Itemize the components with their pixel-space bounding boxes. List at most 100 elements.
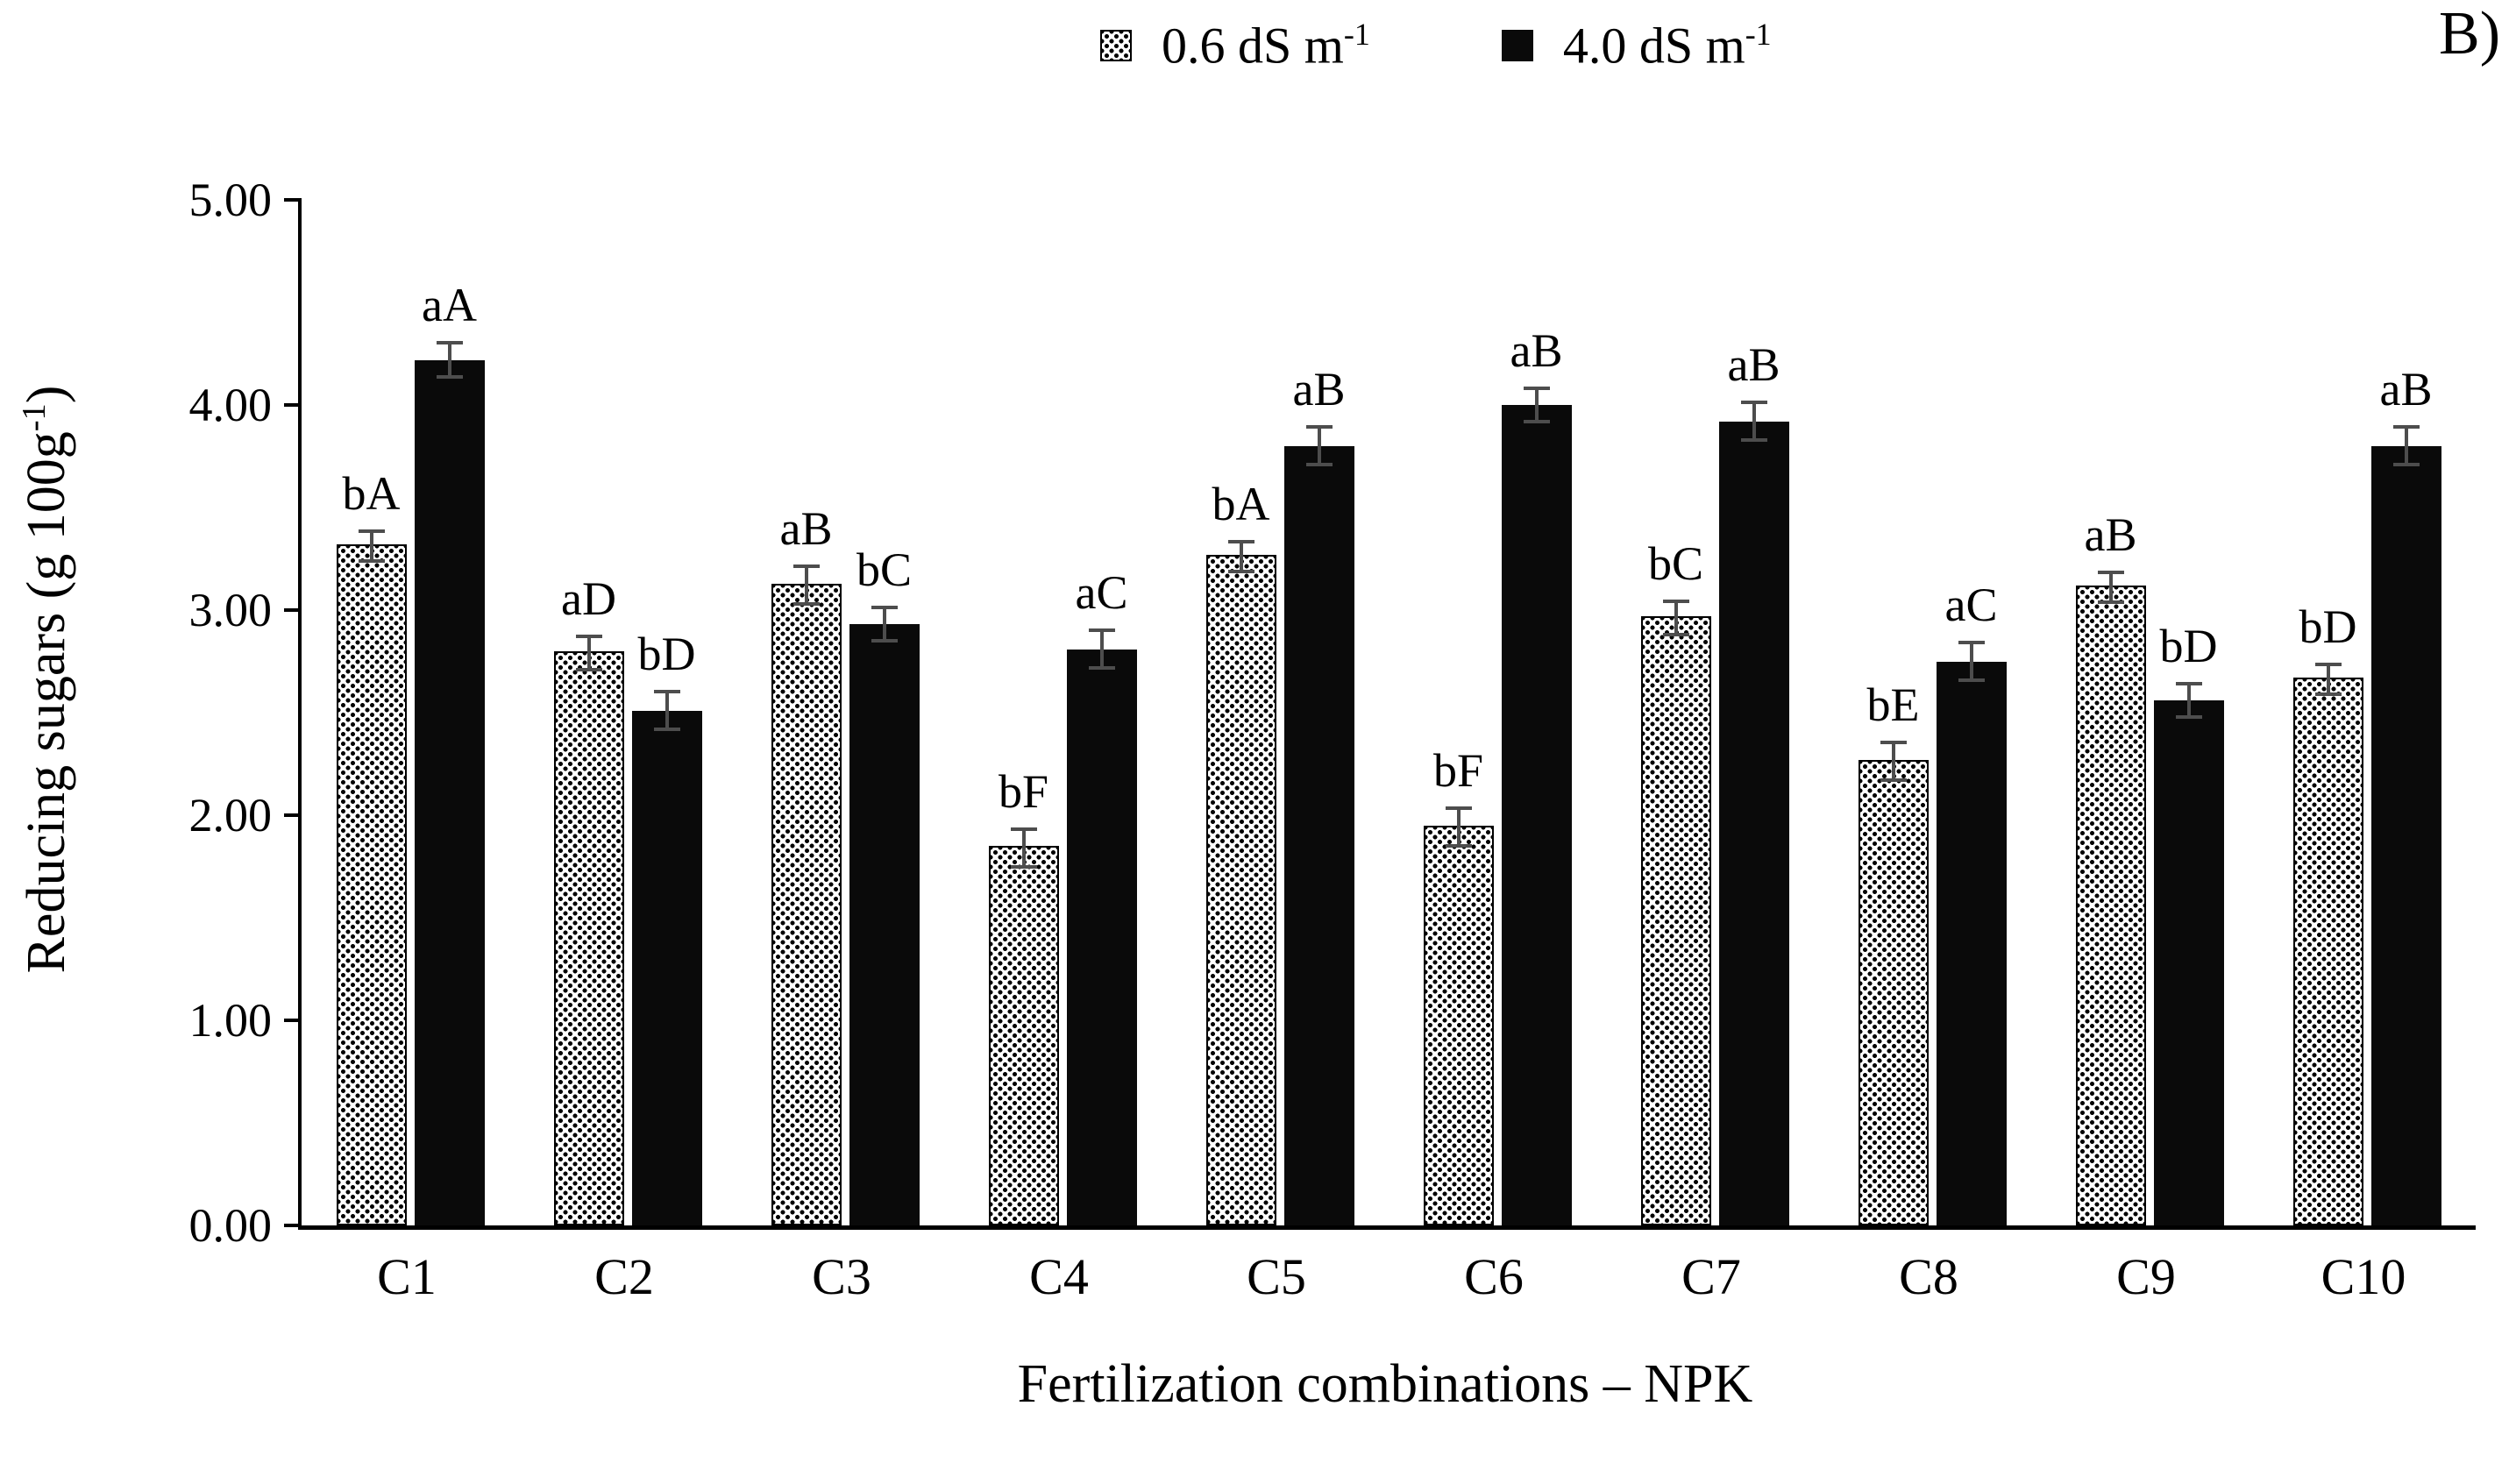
bar-group-c3: aB bC <box>736 505 954 1225</box>
legend-item-0-6: 0.6 dS m-1 <box>1100 18 1370 71</box>
bar-annotation: aB <box>1292 363 1346 416</box>
error-bar-line <box>447 341 451 379</box>
bar-solid-c2: bD <box>631 630 702 1225</box>
x-axis-title: Fertilization combinations – NPK <box>1017 1354 1753 1414</box>
error-bar-line <box>1456 806 1461 849</box>
error-bar-cap-top <box>1305 425 1333 430</box>
bar-pattern-c4: bF <box>988 768 1059 1225</box>
error-bar-line <box>804 564 808 607</box>
bar-solid-c3: bC <box>849 546 920 1225</box>
error-bar-line <box>369 529 373 563</box>
error-bar-cap-bottom <box>1880 778 1907 783</box>
bar-annotation: bF <box>998 764 1049 818</box>
y-tick-label: 3.00 <box>188 584 273 636</box>
error-bar-cap-bottom <box>653 728 680 732</box>
error-bar-line <box>1969 641 1973 682</box>
error-bar <box>1305 425 1333 467</box>
bar-solid-c4: aC <box>1066 569 1137 1225</box>
bar-group-c5: bA aB <box>1171 366 1389 1225</box>
error-bar-line <box>1317 425 1321 467</box>
error-bar-line <box>2326 663 2330 696</box>
error-bar-cap-top <box>2314 663 2342 667</box>
error-bar-cap-top <box>1740 401 1767 405</box>
bar-pattern-c9: aB <box>2075 511 2146 1225</box>
error-bar <box>792 564 820 607</box>
bar-pattern-c10: bD <box>2292 603 2363 1225</box>
error-bar <box>575 634 602 671</box>
error-bar-line <box>1099 628 1104 670</box>
chart-legend: 0.6 dS m-1 4.0 dS m-1 <box>1100 17 1772 75</box>
legend-swatch-pattern-icon <box>1100 29 1132 61</box>
error-bar <box>1880 741 1907 783</box>
bar-annotation: aB <box>2379 363 2433 416</box>
x-category-label-c3: C3 <box>812 1248 871 1305</box>
bar-annotation: aC <box>1944 579 1998 632</box>
bar-solid-c9: bD <box>2153 622 2224 1225</box>
error-bar-cap-top <box>1010 827 1037 831</box>
bar-pattern-c1: bA <box>336 470 407 1225</box>
error-bar-cap-bottom <box>2175 715 2202 720</box>
error-bar-line <box>1752 401 1756 443</box>
error-bar <box>2097 571 2124 604</box>
legend-swatch-solid-icon <box>1501 29 1533 61</box>
error-bar <box>2392 425 2420 467</box>
bar-group-c1: bA aA <box>302 281 519 1225</box>
error-bar <box>653 690 680 732</box>
error-bar-cap-top <box>436 341 463 345</box>
error-bar-cap-bottom <box>1227 569 1254 573</box>
error-bar-line <box>1021 827 1026 869</box>
error-bar-cap-top <box>358 529 385 534</box>
error-bar-line <box>2404 425 2408 467</box>
bar-group-c2: aD bD <box>519 575 736 1225</box>
bar-annotation: bD <box>637 628 696 681</box>
error-bar <box>358 529 385 563</box>
bar-pattern-c7: bC <box>1640 540 1711 1225</box>
bar-annotation: bD <box>2299 600 2357 654</box>
error-bar <box>1010 827 1037 869</box>
error-bar-line <box>665 690 669 732</box>
error-bar <box>436 341 463 379</box>
bar-solid-c7: aB <box>1718 341 1789 1225</box>
error-bar <box>1740 401 1767 443</box>
x-category-label-c7: C7 <box>1681 1248 1741 1305</box>
error-bar <box>1445 806 1472 849</box>
error-bar-line <box>882 606 886 643</box>
error-bar <box>1958 641 1985 682</box>
bar-annotation: aB <box>779 502 833 556</box>
legend-label: 4.0 dS m-1 <box>1562 17 1772 75</box>
bar-solid-c8: aC <box>1936 581 2007 1225</box>
y-tick-label: 1.00 <box>188 994 273 1047</box>
y-tick-mark <box>284 608 302 612</box>
y-tick-mark <box>284 403 302 407</box>
bar-group-c4: bF aC <box>954 569 1171 1225</box>
bar-annotation: bC <box>856 543 913 597</box>
bar-solid-c5: aB <box>1283 366 1354 1225</box>
x-axis-category-labels: C1 C2 C3 C4 C5 C6 C7 C8 C9 C10 <box>298 1252 2472 1303</box>
error-bar-line <box>586 634 591 671</box>
y-tick-label: 2.00 <box>188 789 273 841</box>
error-bar-cap-bottom <box>1662 633 1689 637</box>
error-bar-cap-top <box>1523 386 1550 390</box>
y-tick-label: 4.00 <box>188 379 273 431</box>
bar-pattern-c6: bF <box>1423 747 1494 1225</box>
y-tick-label: 0.00 <box>188 1199 273 1252</box>
x-category-label-c8: C8 <box>1899 1248 1958 1305</box>
error-bar-cap-top <box>1227 540 1254 544</box>
error-bar-cap-bottom <box>436 374 463 379</box>
error-bar <box>1227 540 1254 573</box>
bar-solid-c10: aB <box>2370 366 2441 1225</box>
error-bar-line <box>1239 540 1243 573</box>
error-bar-cap-top <box>1662 599 1689 603</box>
error-bar <box>2175 681 2202 720</box>
x-category-label-c1: C1 <box>377 1248 437 1305</box>
figure-label: B) <box>2439 0 2500 67</box>
error-bar-cap-top <box>2392 425 2420 430</box>
bar-pattern-c3: aB <box>771 505 842 1225</box>
x-category-label-c9: C9 <box>2116 1248 2176 1305</box>
error-bar-cap-bottom <box>1305 463 1333 467</box>
x-category-label-c2: C2 <box>594 1248 654 1305</box>
bar-annotation: bC <box>1647 536 1704 590</box>
bar-pattern-c8: bE <box>1858 681 1929 1225</box>
bar-pattern-c5: bA <box>1205 480 1276 1225</box>
error-bar-cap-bottom <box>575 667 602 671</box>
